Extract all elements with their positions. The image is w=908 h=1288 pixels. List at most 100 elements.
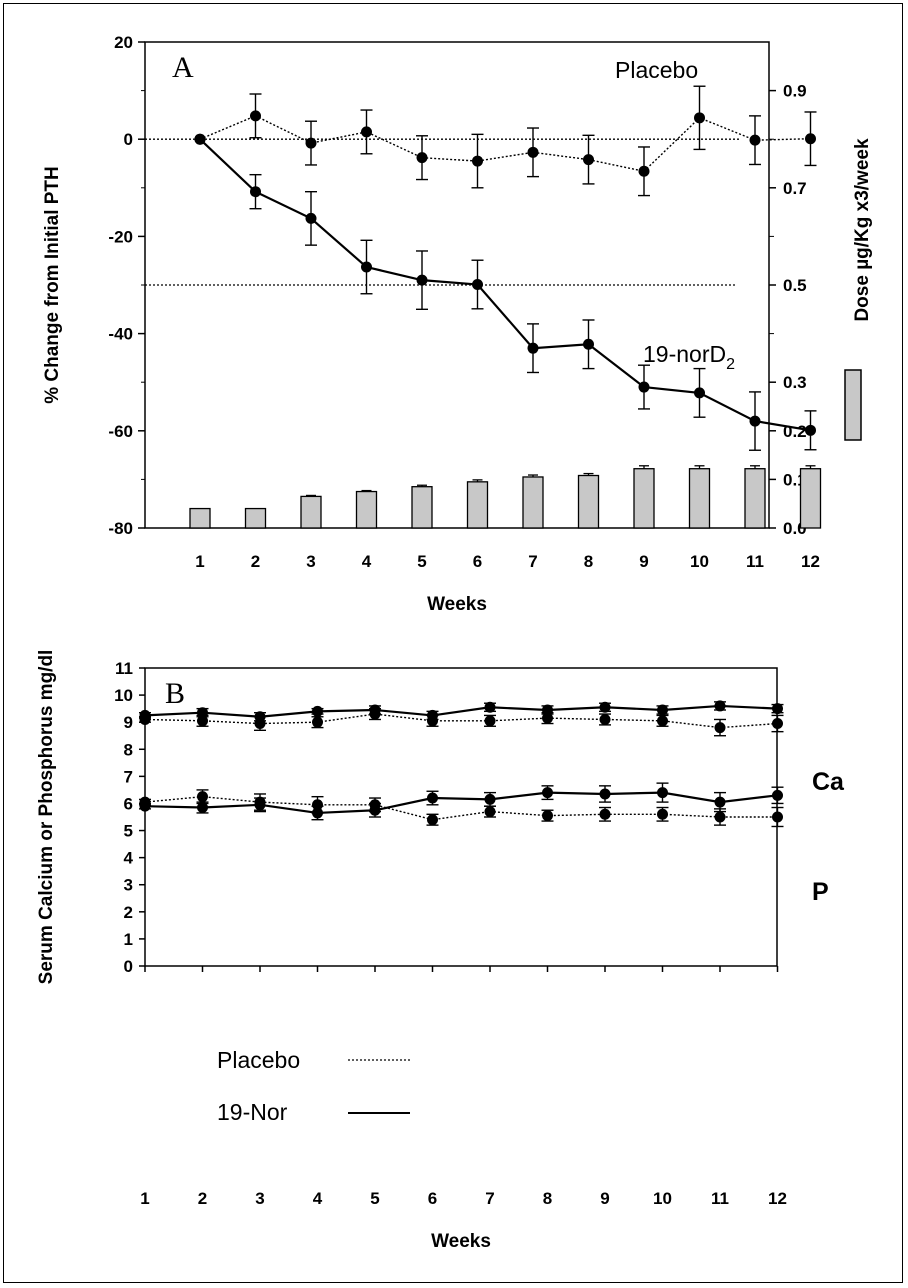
- panel-b-p-19-nor-point: [599, 788, 611, 800]
- panel-a-label: A: [172, 51, 194, 84]
- panel-a-drug-point: [472, 279, 483, 291]
- dose-bar: [466, 481, 489, 529]
- panel-a-y-axis-ticks: 20 0 -20 -40 -60 -80: [108, 33, 145, 538]
- panel-b-y-tick-label: 2: [124, 903, 133, 922]
- panel-a-y2-axis-label: Dose µg/Kg x3/week: [852, 138, 873, 322]
- panel-b-p-annotation: P: [812, 878, 829, 906]
- panel-a-x-tick-label: 11: [746, 552, 764, 571]
- panel-a-y-tick-label: 0: [124, 130, 133, 149]
- panel-b-ca-19-nor-line: [144, 704, 778, 718]
- panel-b-x-tick-label: 4: [313, 1189, 323, 1208]
- panel-b-y-tick-label: 8: [124, 740, 133, 759]
- panel-a-placebo-point: [416, 152, 428, 164]
- panel-a-x-tick-label: 9: [639, 552, 648, 571]
- dose-bar: [799, 468, 822, 529]
- panel-b-ca-placebo-point: [772, 718, 783, 730]
- panel-a-y-tick-label: -40: [108, 325, 133, 344]
- panel-a-x-tick-label: 6: [473, 552, 482, 571]
- panel-b-y-axis-label: Serum Calcium or Phosphorus mg/dl: [36, 650, 57, 985]
- panel-b-ca-placebo-point: [197, 715, 208, 727]
- panel-a-x-tick-label: 8: [584, 552, 593, 571]
- panel-b-y-tick-label: 7: [124, 767, 133, 786]
- dose-bar: [633, 468, 655, 529]
- panel-a-y-axis-label: % Change from Initial PTH: [42, 166, 63, 404]
- panel-b-p-19-nor-point: [484, 793, 496, 805]
- panel-a-drug-point: [361, 261, 372, 273]
- panel-a-y2-tick-label: 0.5: [783, 276, 807, 295]
- panel-a-x-tick-label: 5: [417, 552, 426, 571]
- panel-b-p-placebo-point: [599, 808, 611, 820]
- panel-b-ca-placebo-point: [714, 722, 726, 734]
- panel-b-y-tick-label: 11: [115, 659, 133, 678]
- panel-a-y-tick-label: -80: [108, 519, 133, 538]
- panel-a-y2-tick-label: 0.9: [783, 82, 807, 101]
- panel-a-placebo-point: [805, 133, 816, 145]
- panel-b-ca-placebo-point: [484, 715, 496, 727]
- panel-b-x-tick-label: 5: [370, 1189, 379, 1208]
- panel-b-p-placebo-point: [197, 791, 208, 803]
- panel-b-p-placebo-point: [484, 806, 496, 818]
- panel-a-drug-point: [527, 342, 539, 354]
- panel-b-p-19-nor-point: [197, 802, 208, 814]
- panel-b-x-tick-label: 8: [543, 1189, 552, 1208]
- panel-b-x-tick-label: 1: [140, 1189, 149, 1208]
- panel-a-placebo-point: [638, 165, 650, 177]
- panel-b-y-tick-label: 1: [124, 930, 133, 949]
- panel-b-y-axis-ticks: 0 1 2 3 4 5 6 7 8 9 10 11: [114, 659, 145, 976]
- panel-a-x-tick-label: 12: [801, 552, 820, 571]
- panel-b-p-19-nor-point: [427, 792, 438, 804]
- panel-b-ca-placebo-point: [427, 715, 438, 727]
- panel-b-x-tick-label: 11: [711, 1189, 729, 1208]
- panel-a-placebo-point: [250, 110, 261, 122]
- panel-b-label: B: [165, 677, 185, 710]
- dose-bar: [688, 468, 711, 529]
- dose-bar: [300, 495, 322, 529]
- legend-label-19-nor: 19-Nor: [217, 1099, 288, 1125]
- panel-b-x-axis-ticks: 1 2 3 4 5 6 7 8 9 10 11 12: [140, 966, 787, 1208]
- dose-bar: [522, 476, 544, 529]
- panel-a-y-tick-label: -60: [108, 422, 133, 441]
- legend-label-placebo: Placebo: [217, 1047, 300, 1073]
- panel-a-x-tick-label: 7: [528, 552, 537, 571]
- panel-a-x-tick-label: 3: [306, 552, 315, 571]
- panel-a-placebo-point: [694, 112, 705, 124]
- panel-a-x-tick-label: 4: [362, 552, 372, 571]
- panel-a-placebo-point: [305, 137, 317, 149]
- panel-a-placebo-point: [361, 126, 372, 138]
- panel-b-ca-19-nor-point: [484, 701, 496, 713]
- panel-a-drug-point: [638, 381, 650, 393]
- panel-b-p-placebo-line: [144, 795, 778, 821]
- panel-a-drug-point: [305, 212, 317, 224]
- panel-b-p-placebo-point: [772, 811, 783, 823]
- dose-bar: [744, 468, 766, 529]
- panel-b-ca-placebo-line: [144, 713, 778, 729]
- panel-b-p-placebo-point: [254, 796, 266, 808]
- panel-b-ca-19-nor-point: [312, 705, 323, 717]
- panel-a-dose-legend-bar: [844, 369, 862, 441]
- panel-b-y-tick-label: 3: [124, 876, 133, 895]
- panel-b-ca-placebo-point: [139, 713, 151, 725]
- panel-a-y2-tick-label: 0.2: [783, 422, 807, 441]
- panel-b-ca-placebo-point: [542, 712, 553, 724]
- panel-b-p-placebo-point: [369, 799, 381, 811]
- panel-a-placebo-point: [749, 134, 761, 146]
- panel-b-legend: Placebo 19-Nor: [217, 1047, 410, 1125]
- dose-bar: [411, 486, 433, 529]
- panel-b-ca-19-nor-point: [599, 701, 611, 713]
- panel-b-ca-placebo-point: [312, 716, 323, 728]
- panel-b-x-tick-label: 6: [428, 1189, 437, 1208]
- panel-b-x-tick-label: 10: [653, 1189, 672, 1208]
- dose-bar: [355, 490, 378, 529]
- panel-b-p-19-nor-point: [714, 796, 726, 808]
- panel-b-p-19-nor-point: [657, 787, 668, 799]
- panel-a-x-tick-label: 2: [251, 552, 260, 571]
- panel-b-p-placebo-point: [139, 796, 151, 808]
- panel-a-drug-point: [694, 387, 705, 399]
- panel-b-y-tick-label: 9: [124, 713, 133, 732]
- panel-a-placebo-point: [583, 154, 594, 166]
- panel-a-x-axis-label: Weeks: [427, 594, 487, 615]
- panel-a-series: [194, 85, 817, 451]
- panel-a-drug-point: [416, 274, 428, 286]
- panel-b-p-placebo-point: [312, 799, 323, 811]
